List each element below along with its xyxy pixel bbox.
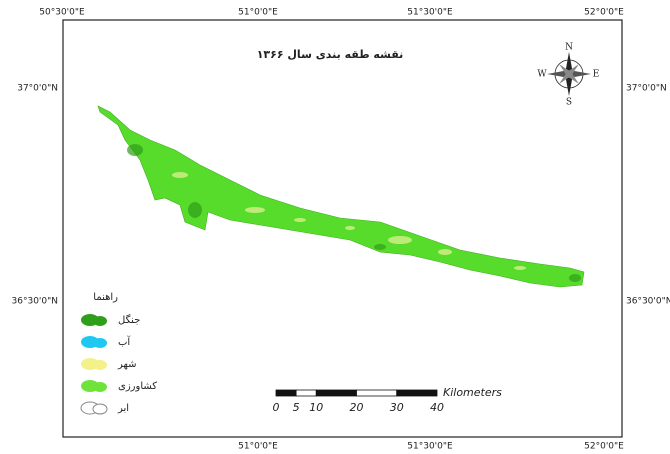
graticule-label: 37°0'0"N [17,84,58,94]
graticule-label: 37°0'0"N [626,84,667,94]
graticule-label: 50°30'0"E [39,8,85,18]
map: نقشه طقه بندی سال ۱۳۶۶ N S E W راهنما جن… [0,0,670,454]
legend-label: کشاورزی [118,381,157,392]
compass-s: S [566,98,572,108]
graticule-label: 36°30'0"N [12,297,58,307]
scale-label: 40 [430,401,444,414]
legend-label: شهر [117,359,137,370]
scale-unit: Kilometers [443,386,502,399]
graticule-label: 52°0'0"E [584,442,624,452]
scale-label: 10 [309,401,323,414]
compass-e: E [593,70,600,80]
swatch-blob [93,404,107,414]
graticule-label: 51°0'0"E [238,8,278,18]
compass-n: N [565,43,573,53]
scale-label: 5 [293,401,300,414]
scale-label: 0 [273,401,280,414]
scale-segment [276,390,296,396]
legend-label: جنگل [118,314,140,326]
scale-segment [397,390,437,396]
scale-segment [316,390,356,396]
graticule-label: 52°0'0"E [584,8,624,18]
legend-title: راهنما [93,292,118,303]
swatch-blob [93,360,107,370]
map-title: نقشه طقه بندی سال ۱۳۶۶ [257,48,404,61]
scale-segment [357,390,397,396]
compass-w: W [537,70,547,80]
swatch-blob [93,316,107,326]
scale-segment [296,390,316,396]
legend-label: آب [118,335,131,348]
legend-label: ابر [117,403,129,414]
scale-label: 20 [350,401,364,414]
graticule-label: 51°0'0"E [238,442,278,452]
graticule-label: 51°30'0"E [407,8,453,18]
scale-label: 30 [390,401,404,414]
swatch-blob [93,382,107,392]
graticule-label: 36°30'0"N [626,297,670,307]
swatch-blob [93,338,107,348]
graticule-label: 51°30'0"E [407,442,453,452]
